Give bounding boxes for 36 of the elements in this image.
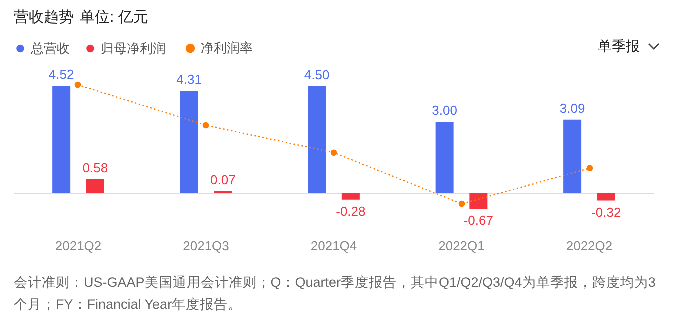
point [458,200,466,208]
text: 单季报 [598,38,640,56]
point [330,150,338,156]
data-label: 0.58 [82,160,108,176]
legend-label: 净利润率 [201,40,253,56]
bar [308,86,326,194]
data-label: -0.28 [336,204,366,219]
bar [564,120,582,194]
point [586,165,594,172]
bar [436,122,454,194]
data-label: -0.32 [592,204,622,220]
x-tick-label: 2021Q4 [310,238,358,254]
data-label: 3.09 [560,100,586,116]
x-tick-label: 2022Q2 [566,238,613,254]
data-label: 4.50 [304,67,330,82]
bar [342,193,360,200]
data-label: 4.52 [48,67,74,82]
x-tick-label: 2022Q1 [438,238,485,254]
point [74,82,82,88]
chart-title: 营收趋势 [14,9,74,26]
legend-label: 归母净利润 [101,40,166,56]
bar [86,179,104,194]
data-label: 4.31 [176,72,202,87]
data-label: 0.07 [210,172,236,188]
bar [52,86,71,194]
point [202,122,210,129]
chart-subtitle: 单位: 亿元 [80,9,148,26]
bar [180,90,198,194]
data-label: -0.67 [464,213,494,228]
x-tick-label: 2021Q2 [55,238,102,254]
bar [470,193,488,210]
data-label: 3.00 [432,103,458,118]
legend-label: 总营收 [30,40,70,56]
bar [597,193,616,201]
text: 会计准则：US-GAAP美国通用会计准则；Q：Quarter季度报告，其中Q1/Q2/Q3/Q4为单季报，跨度均为3个月；FY：Financial Year年度报告。 [14,274,657,314]
x-tick-label: 2021Q3 [183,238,230,254]
